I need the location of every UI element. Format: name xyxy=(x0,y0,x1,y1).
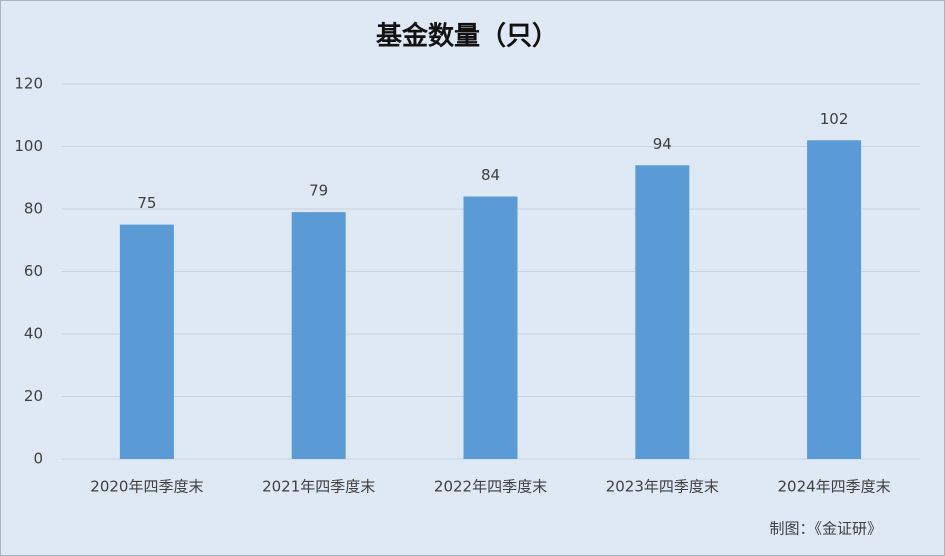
bar xyxy=(463,196,518,459)
y-tick-label: 0 xyxy=(33,450,43,468)
data-label: 79 xyxy=(309,182,328,200)
y-tick-label: 20 xyxy=(24,387,43,405)
y-tick-label: 60 xyxy=(24,262,43,280)
bar xyxy=(291,212,346,459)
x-tick-label: 2024年四季度末 xyxy=(778,478,891,496)
bar xyxy=(807,140,862,459)
y-tick-label: 80 xyxy=(24,200,43,218)
y-tick-label: 40 xyxy=(24,325,43,343)
data-label: 102 xyxy=(820,110,849,128)
bar xyxy=(119,224,174,459)
x-tick-label: 2022年四季度末 xyxy=(434,478,547,496)
y-tick-label: 120 xyxy=(14,75,43,93)
source-note: 制图：《金证研》 xyxy=(769,520,882,538)
x-tick-label: 2021年四季度末 xyxy=(262,478,375,496)
bar xyxy=(635,165,690,459)
x-tick-label: 2020年四季度末 xyxy=(90,478,203,496)
data-label: 84 xyxy=(481,166,500,184)
data-label: 94 xyxy=(653,135,672,153)
data-label: 75 xyxy=(137,194,156,212)
chart-title: 基金数量（只） xyxy=(376,21,558,52)
x-tick-label: 2023年四季度末 xyxy=(606,478,719,496)
y-tick-label: 100 xyxy=(14,137,43,155)
